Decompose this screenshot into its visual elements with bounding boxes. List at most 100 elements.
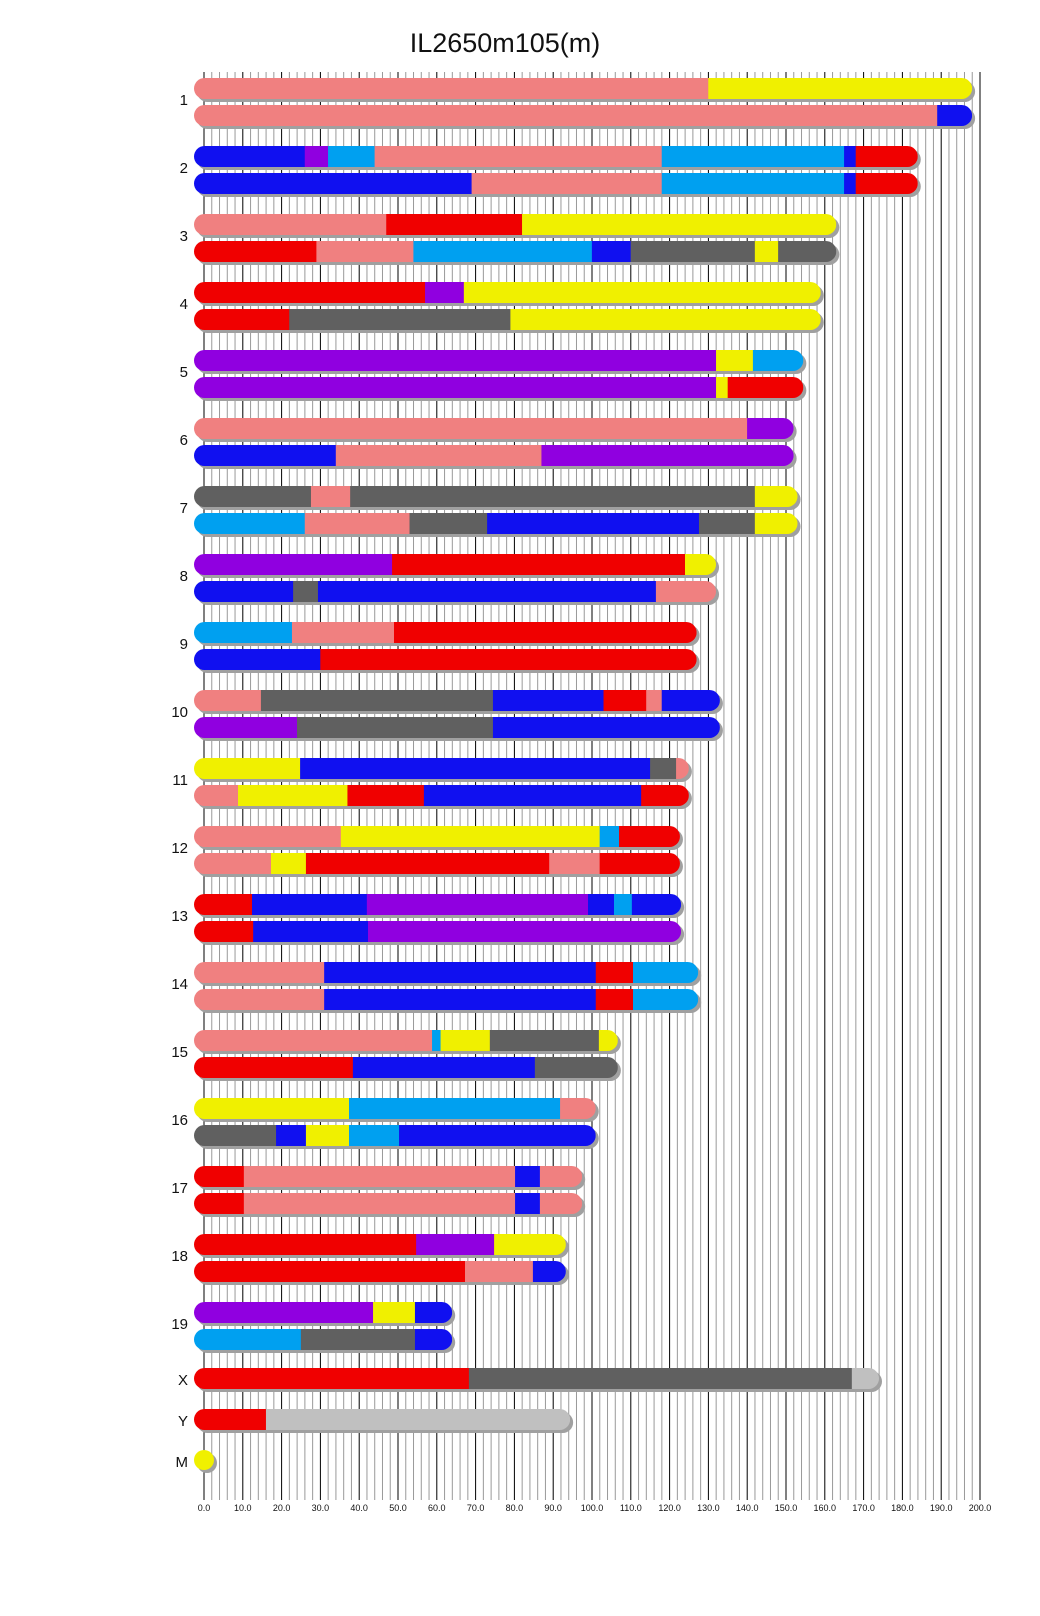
segment-blue bbox=[661, 690, 720, 711]
segment-gray bbox=[350, 486, 756, 507]
chart-title: IL2650m105(m) bbox=[409, 28, 601, 58]
segment-blue bbox=[253, 921, 369, 942]
segment-blue bbox=[399, 1125, 596, 1146]
chromosome-16-haplotype-1 bbox=[194, 1098, 599, 1122]
segment-red bbox=[194, 1368, 470, 1389]
segment-yellow bbox=[373, 1302, 416, 1323]
segment-gray bbox=[630, 241, 756, 262]
segment-salmon bbox=[335, 445, 542, 466]
segment-salmon bbox=[194, 690, 262, 711]
segment-lightblue bbox=[633, 962, 699, 983]
chromosome-18-haplotype-1 bbox=[194, 1234, 569, 1258]
chromosome-label: 18 bbox=[171, 1248, 188, 1265]
segment-yellow bbox=[271, 853, 307, 874]
segment-red bbox=[194, 1057, 354, 1078]
segment-blue bbox=[251, 894, 368, 915]
segment-red bbox=[320, 649, 697, 670]
chromosome-8-haplotype-2 bbox=[194, 581, 720, 605]
segment-yellow bbox=[754, 486, 798, 507]
segment-blue bbox=[588, 894, 615, 915]
chromosome-label: Y bbox=[178, 1413, 188, 1430]
chromosome-3-haplotype-1 bbox=[194, 214, 840, 238]
segment-red bbox=[595, 989, 634, 1010]
chromosome-19-haplotype-2 bbox=[194, 1329, 456, 1353]
x-tick-label: 50.0 bbox=[389, 1503, 407, 1513]
chromosome-5-haplotype-1 bbox=[194, 350, 807, 374]
segment-salmon bbox=[291, 622, 395, 643]
x-tick-label: 130.0 bbox=[697, 1503, 720, 1513]
segment-red bbox=[194, 1409, 267, 1430]
chromosome-6-haplotype-2 bbox=[194, 445, 797, 469]
segment-lightblue bbox=[328, 146, 376, 167]
segment-yellow bbox=[708, 78, 973, 99]
segment-purple bbox=[194, 1302, 374, 1323]
segment-salmon bbox=[316, 241, 414, 262]
chromosome-9-haplotype-1 bbox=[194, 622, 700, 646]
chromosome-16-haplotype-2 bbox=[194, 1125, 599, 1149]
segment-yellow bbox=[598, 1030, 618, 1051]
segment-red bbox=[194, 241, 317, 262]
segment-blue bbox=[937, 105, 973, 126]
segment-salmon bbox=[560, 1098, 596, 1119]
segment-purple bbox=[541, 445, 794, 466]
segment-salmon bbox=[549, 853, 601, 874]
chromosome-19-haplotype-1 bbox=[194, 1302, 456, 1326]
segment-lightblue bbox=[194, 513, 306, 534]
segment-purple bbox=[304, 146, 329, 167]
x-tick-label: 70.0 bbox=[467, 1503, 485, 1513]
segment-yellow bbox=[463, 282, 821, 303]
segment-red bbox=[386, 214, 523, 235]
segment-purple bbox=[368, 921, 682, 942]
segment-lightblue bbox=[413, 241, 593, 262]
segment-blue bbox=[300, 758, 651, 779]
segment-gray bbox=[534, 1057, 618, 1078]
segment-red bbox=[194, 1193, 245, 1214]
chromosome-Y-haplotype-1 bbox=[194, 1409, 574, 1433]
chromosome-17-haplotype-1 bbox=[194, 1166, 586, 1190]
x-tick-label: 160.0 bbox=[814, 1503, 837, 1513]
segment-blue bbox=[324, 989, 597, 1010]
segment-purple bbox=[425, 282, 465, 303]
segment-red bbox=[855, 173, 918, 194]
x-tick-label: 80.0 bbox=[506, 1503, 524, 1513]
segment-blue bbox=[492, 717, 720, 738]
segment-red bbox=[347, 785, 425, 806]
segment-red bbox=[194, 921, 254, 942]
segment-yellow bbox=[716, 350, 754, 371]
chromosome-label: 13 bbox=[171, 908, 188, 925]
segment-yellow bbox=[522, 214, 837, 235]
chromosome-label: 1 bbox=[180, 92, 188, 109]
segment-purple bbox=[747, 418, 794, 439]
segment-lightblue bbox=[633, 989, 699, 1010]
chromosome-label: 6 bbox=[180, 432, 188, 449]
segment-yellow bbox=[440, 1030, 491, 1051]
chromosome-label: 11 bbox=[172, 772, 188, 789]
segment-blue bbox=[487, 513, 700, 534]
segment-purple bbox=[194, 350, 717, 371]
segment-blue bbox=[591, 241, 632, 262]
chromosome-label: 3 bbox=[180, 228, 188, 245]
segment-yellow bbox=[685, 554, 717, 575]
segment-salmon bbox=[194, 853, 272, 874]
segment-gray bbox=[698, 513, 756, 534]
chromosome-15-haplotype-2 bbox=[194, 1057, 621, 1081]
segment-purple bbox=[366, 894, 589, 915]
chromosome-label: 16 bbox=[171, 1112, 188, 1129]
chromosome-11-haplotype-2 bbox=[194, 785, 692, 809]
segment-salmon bbox=[655, 581, 717, 602]
segment-red bbox=[394, 622, 697, 643]
segment-blue bbox=[844, 146, 857, 167]
segment-salmon bbox=[194, 785, 239, 806]
chromosome-1-haplotype-1 bbox=[194, 78, 976, 102]
x-tick-label: 170.0 bbox=[852, 1503, 875, 1513]
chromosome-m-bar bbox=[194, 1450, 214, 1470]
chromosome-12-haplotype-2 bbox=[194, 853, 683, 877]
segment-salmon bbox=[310, 486, 351, 507]
x-tick-label: 90.0 bbox=[544, 1503, 562, 1513]
segment-salmon bbox=[539, 1166, 583, 1187]
chromosome-10-haplotype-1 bbox=[194, 690, 723, 714]
segment-red bbox=[194, 309, 290, 330]
segment-gray bbox=[778, 241, 837, 262]
segment-yellow bbox=[238, 785, 348, 806]
segment-blue bbox=[515, 1193, 541, 1214]
